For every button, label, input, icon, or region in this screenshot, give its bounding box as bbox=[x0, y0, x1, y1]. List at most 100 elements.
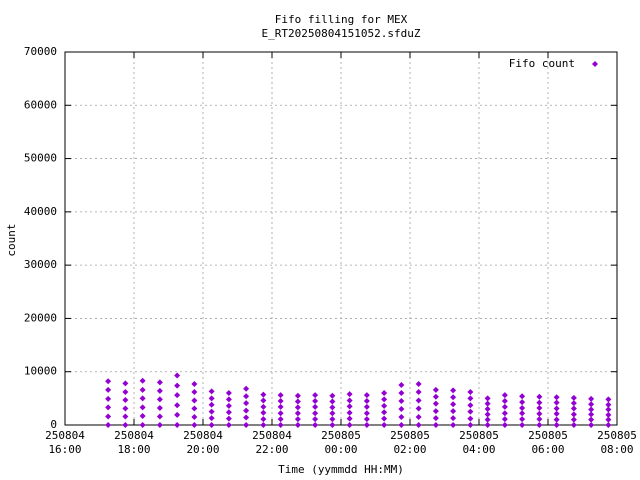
data-point bbox=[588, 395, 595, 402]
y-tick-label: 70000 bbox=[24, 45, 57, 58]
data-point bbox=[467, 388, 474, 395]
data-point bbox=[225, 409, 232, 416]
x-tick-label: 250804 20:00 bbox=[183, 429, 223, 456]
data-point bbox=[398, 414, 405, 421]
data-point bbox=[277, 422, 284, 428]
y-tick-label: 10000 bbox=[24, 365, 57, 378]
data-point bbox=[260, 391, 267, 398]
data-point bbox=[363, 398, 370, 405]
data-point bbox=[122, 388, 129, 395]
x-tick-label: 250805 08:00 bbox=[597, 429, 637, 456]
data-point bbox=[329, 422, 336, 428]
data-point bbox=[312, 403, 319, 410]
data-point bbox=[536, 410, 543, 417]
y-tick-label: 30000 bbox=[24, 258, 57, 271]
data-point bbox=[536, 422, 543, 428]
data-point bbox=[467, 415, 474, 422]
data-point bbox=[105, 395, 112, 402]
data-point bbox=[312, 398, 319, 405]
data-point bbox=[605, 401, 612, 408]
data-point bbox=[519, 393, 526, 400]
data-point bbox=[398, 406, 405, 413]
data-point bbox=[191, 397, 198, 404]
plot-border bbox=[64, 51, 618, 426]
data-point bbox=[243, 407, 250, 414]
data-point bbox=[277, 398, 284, 405]
data-point bbox=[432, 415, 439, 422]
data-point bbox=[381, 390, 388, 397]
data-point bbox=[294, 416, 301, 423]
chart-title: Fifo filling for MEX bbox=[275, 13, 408, 26]
data-point bbox=[398, 390, 405, 397]
data-point bbox=[381, 409, 388, 416]
legend-marker bbox=[592, 61, 598, 67]
data-point bbox=[174, 402, 181, 409]
data-point bbox=[156, 422, 163, 428]
data-point bbox=[605, 422, 612, 428]
data-point bbox=[346, 391, 353, 398]
x-tick-label: 250804 18:00 bbox=[114, 429, 154, 456]
data-point bbox=[225, 402, 232, 409]
data-point bbox=[191, 422, 198, 428]
data-point bbox=[553, 399, 560, 406]
data-point bbox=[501, 398, 508, 405]
data-point bbox=[467, 422, 474, 428]
data-point bbox=[208, 408, 215, 415]
data-point bbox=[174, 392, 181, 399]
data-point bbox=[450, 408, 457, 415]
data-point bbox=[346, 397, 353, 404]
data-point bbox=[484, 395, 491, 402]
data-point bbox=[294, 422, 301, 428]
data-point bbox=[174, 382, 181, 389]
data-point bbox=[570, 422, 577, 428]
y-tick-label: 60000 bbox=[24, 98, 57, 111]
data-point bbox=[398, 422, 405, 428]
data-point bbox=[484, 411, 491, 418]
data-point bbox=[519, 404, 526, 411]
data-point bbox=[208, 422, 215, 428]
data-point bbox=[174, 422, 181, 428]
data-point bbox=[501, 422, 508, 428]
data-point bbox=[519, 422, 526, 428]
data-point bbox=[536, 404, 543, 411]
data-point bbox=[432, 422, 439, 428]
data-point bbox=[208, 415, 215, 422]
data-point bbox=[570, 394, 577, 401]
x-tick-label: 250804 22:00 bbox=[252, 429, 292, 456]
data-point bbox=[605, 411, 612, 418]
data-point bbox=[501, 403, 508, 410]
data-point bbox=[225, 422, 232, 428]
chart-subtitle: E_RT20250804151052.sfduZ bbox=[262, 27, 421, 40]
data-point bbox=[484, 406, 491, 413]
data-point bbox=[329, 398, 336, 405]
data-point bbox=[381, 422, 388, 428]
data-point bbox=[432, 400, 439, 407]
data-point bbox=[208, 395, 215, 402]
data-point bbox=[519, 399, 526, 406]
data-point bbox=[363, 392, 370, 399]
data-point bbox=[381, 396, 388, 403]
data-point bbox=[346, 422, 353, 428]
data-point bbox=[294, 392, 301, 399]
data-point bbox=[605, 406, 612, 413]
data-point bbox=[415, 397, 422, 404]
data-point bbox=[553, 422, 560, 428]
data-point bbox=[225, 396, 232, 403]
data-point bbox=[191, 405, 198, 412]
data-point bbox=[381, 415, 388, 422]
data-point bbox=[156, 404, 163, 411]
data-point bbox=[346, 403, 353, 410]
data-point bbox=[415, 380, 422, 387]
data-point bbox=[605, 416, 612, 423]
data-point bbox=[605, 396, 612, 403]
x-tick-label: 250805 06:00 bbox=[528, 429, 568, 456]
data-point bbox=[139, 386, 146, 393]
x-tick-label: 250805 02:00 bbox=[390, 429, 430, 456]
data-point bbox=[329, 416, 336, 423]
data-point bbox=[191, 380, 198, 387]
data-point bbox=[260, 409, 267, 416]
data-point bbox=[156, 387, 163, 394]
data-point bbox=[243, 400, 250, 407]
data-point bbox=[277, 410, 284, 417]
